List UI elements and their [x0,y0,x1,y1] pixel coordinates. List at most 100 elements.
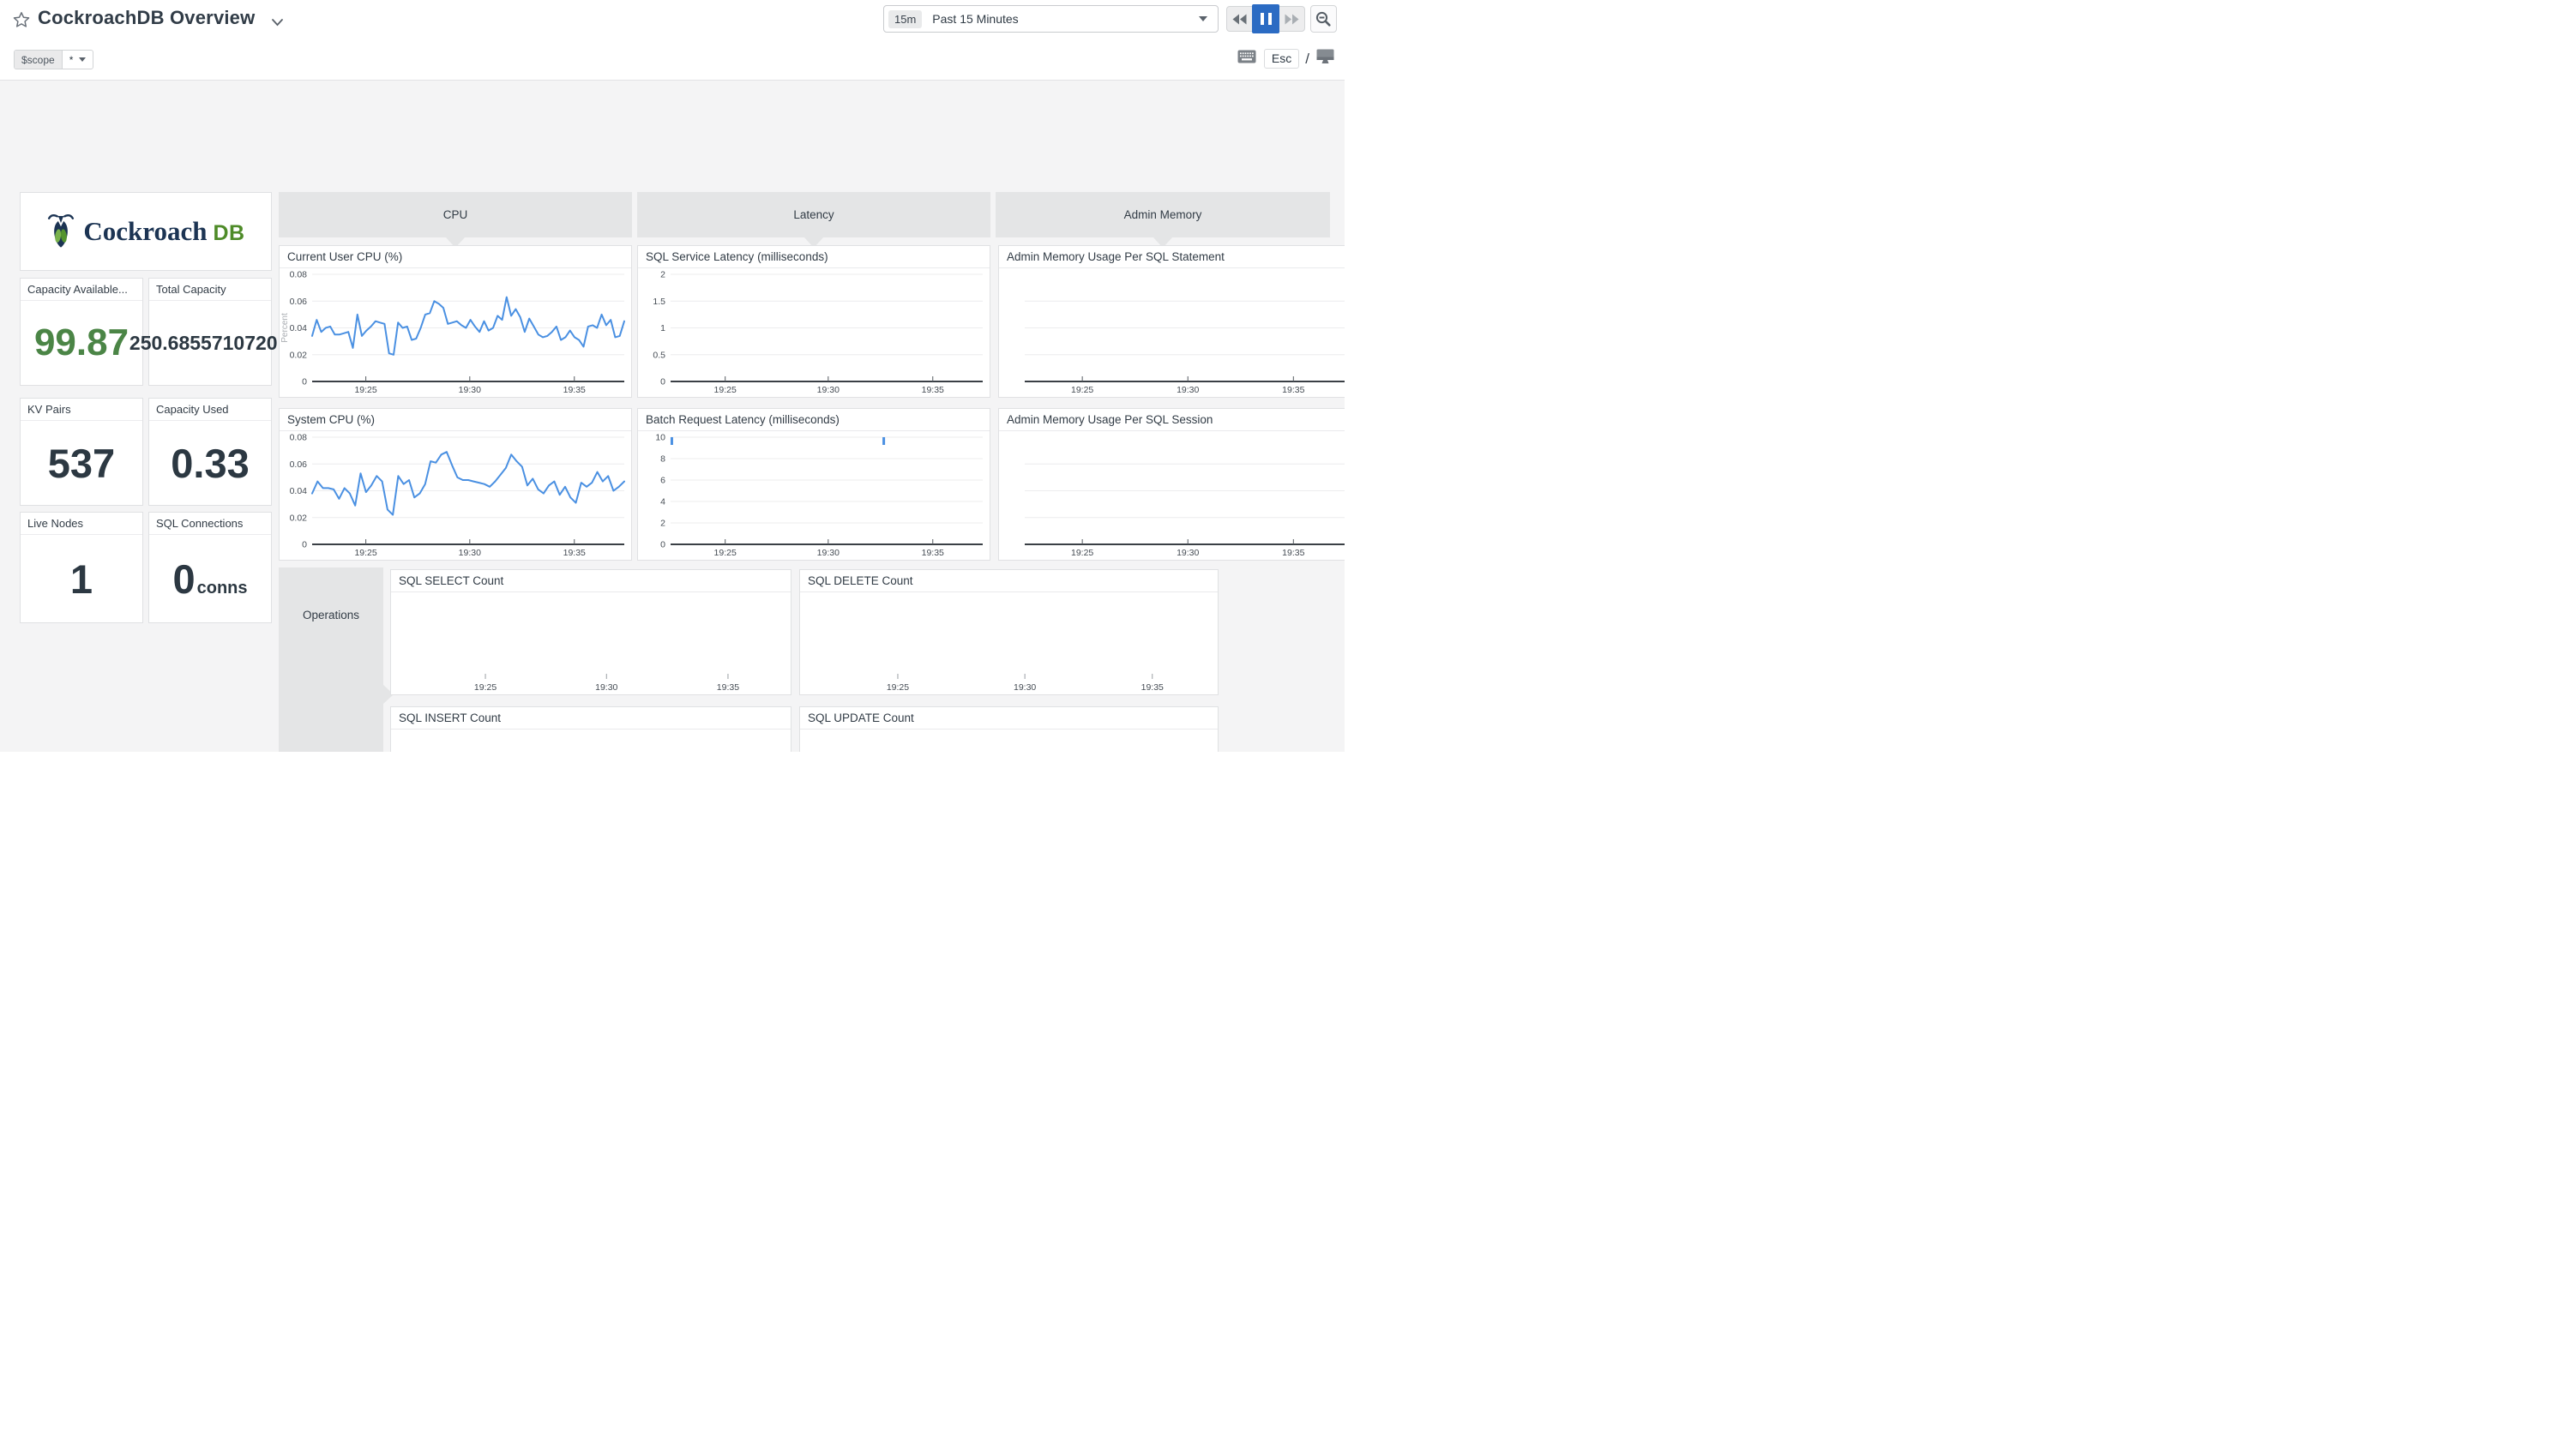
scope-caret-icon [79,57,87,62]
svg-text:19:30: 19:30 [1014,682,1036,693]
stat-title: KV Pairs [21,399,142,421]
chart-title: System CPU (%) [280,409,631,431]
svg-text:19:25: 19:25 [1071,548,1093,558]
chart-panel-admin-memory-session: Admin Memory Usage Per SQL Session 19:25… [998,408,1345,561]
chart-plot-batch-request-latency[interactable]: 0 2 4 6 8 10 19:25 19:30 19:35 [638,431,990,560]
stat-title: Capacity Available... [21,279,142,301]
svg-text:0.04: 0.04 [290,323,308,333]
stat-card-capacity-available: Capacity Available... 99.87 [20,278,143,386]
playback-controls [1226,4,1305,33]
stat-card-kv-pairs: KV Pairs 537 [20,398,143,506]
svg-text:19:25: 19:25 [354,385,376,395]
chart-plot-sql-select-count[interactable]: 19:25 19:30 19:35 [391,592,791,694]
tv-mode-icon[interactable] [1316,49,1334,69]
pause-button[interactable] [1252,4,1279,33]
dashboard-page: CockroachDB Overview 15m Past 15 Minutes… [0,0,1345,752]
cockroach-bug-icon [48,214,75,248]
svg-text:19:35: 19:35 [922,548,944,558]
svg-text:0.08: 0.08 [290,433,308,443]
chart-plot-admin-memory-session[interactable]: 19:25 19:30 19:35 [999,431,1345,560]
chart-title: SQL SELECT Count [391,570,791,592]
svg-text:19:35: 19:35 [922,385,944,395]
svg-text:0: 0 [302,377,307,387]
svg-text:19:25: 19:25 [887,682,909,693]
chart-panel-sql-select-count: SQL SELECT Count 19:25 19:30 19:35 [390,569,791,695]
svg-text:0.5: 0.5 [653,350,665,360]
scope-variable-name: $scope [15,51,63,69]
time-range-badge: 15m [888,9,923,28]
stat-card-total-capacity: Total Capacity 250.6855710720GB [129,278,291,386]
chart-panel-batch-request-latency: Batch Request Latency (milliseconds) 0 2 4… [637,408,990,561]
stat-value: 0.33 [171,440,250,486]
group-label: Operations [302,609,360,621]
favorite-star-icon[interactable] [13,11,30,33]
stat-unit: conns [196,578,248,597]
cockroachdb-logo-card: Cockroach DB [20,192,272,271]
svg-text:8: 8 [660,454,665,465]
svg-text:19:30: 19:30 [817,385,840,395]
esc-key-hint: Esc [1263,49,1300,69]
svg-text:1: 1 [660,323,665,333]
svg-text:2: 2 [660,270,665,280]
zoom-out-button[interactable] [1310,5,1337,33]
svg-text:Percent: Percent [280,313,290,343]
chart-plot-current-user-cpu[interactable]: 0 0.02 0.04 0.06 0.08 19:25 19:30 19:35 Percent [280,268,631,397]
chart-panel-current-user-cpu: Current User CPU (%) 0 0.02 0.04 0.06 0.08 19… [279,245,632,398]
stat-value: 1 [69,555,93,602]
svg-text:19:30: 19:30 [459,385,481,395]
svg-text:2: 2 [660,519,665,529]
stat-value: 0 [172,555,196,602]
pause-bar-icon [1267,13,1272,25]
svg-text:19:30: 19:30 [459,548,481,558]
chart-panel-admin-memory-statement: Admin Memory Usage Per SQL Statement 19:… [998,245,1345,398]
chart-plot-system-cpu[interactable]: 0 0.02 0.04 0.06 0.08 19:25 19:30 19:35 [280,431,631,560]
svg-text:19:25: 19:25 [354,548,376,558]
svg-text:19:35: 19:35 [717,682,739,693]
page-title: CockroachDB Overview [38,7,256,28]
chart-plot-admin-memory-statement[interactable]: 19:25 19:30 19:35 [999,268,1345,397]
chart-title: Current User CPU (%) [280,246,631,268]
group-label: CPU [442,208,468,221]
svg-text:19:25: 19:25 [474,682,497,693]
group-header-cpu[interactable]: CPU [279,192,632,248]
slash-key-hint: / [1305,50,1309,67]
stat-title: SQL Connections [149,513,271,535]
chart-title: SQL INSERT Count [391,707,791,730]
time-range-picker[interactable]: 15m Past 15 Minutes [883,5,1219,33]
stat-value: 99.87 [33,321,129,363]
svg-text:0: 0 [302,540,307,550]
title-chevron-down-icon[interactable] [271,16,284,32]
pause-bar-icon [1260,13,1264,25]
scope-value-text: * [69,53,74,66]
template-variable-scope[interactable]: $scope * [14,50,94,69]
rewind-button[interactable] [1227,7,1252,31]
stat-card-live-nodes: Live Nodes 1 [20,512,143,623]
svg-text:19:35: 19:35 [563,385,586,395]
svg-text:0: 0 [660,377,665,387]
fullscreen-hints: Esc / [1237,49,1334,69]
fast-forward-button[interactable] [1279,7,1304,31]
svg-text:0.06: 0.06 [290,297,308,307]
group-label: Latency [793,208,834,221]
chart-panel-system-cpu: System CPU (%) 0 0.02 0.04 0.06 0.08 19:25 19:… [279,408,632,561]
svg-text:19:35: 19:35 [1282,385,1304,395]
chart-plot-sql-service-latency[interactable]: 0 0.5 1 1.5 2 19:25 19:30 19:35 [638,268,990,397]
svg-text:19:25: 19:25 [714,548,737,558]
scope-variable-value[interactable]: * [63,51,93,69]
group-label: Admin Memory [1123,208,1202,221]
svg-text:19:25: 19:25 [1071,385,1093,395]
group-header-latency[interactable]: Latency [637,192,990,248]
svg-text:4: 4 [660,497,665,507]
stat-card-sql-connections: SQL Connections 0 conns [148,512,272,623]
chart-plot-sql-delete-count[interactable]: 19:25 19:30 19:35 [800,592,1218,694]
group-header-admin-memory[interactable]: Admin Memory [996,192,1330,248]
chart-title: SQL DELETE Count [800,570,1218,592]
group-header-operations[interactable]: Operations [279,567,394,752]
logo-suffix: DB [213,220,245,245]
stat-value: 537 [47,440,116,486]
stat-card-capacity-used: Capacity Used 0.33 [148,398,272,506]
